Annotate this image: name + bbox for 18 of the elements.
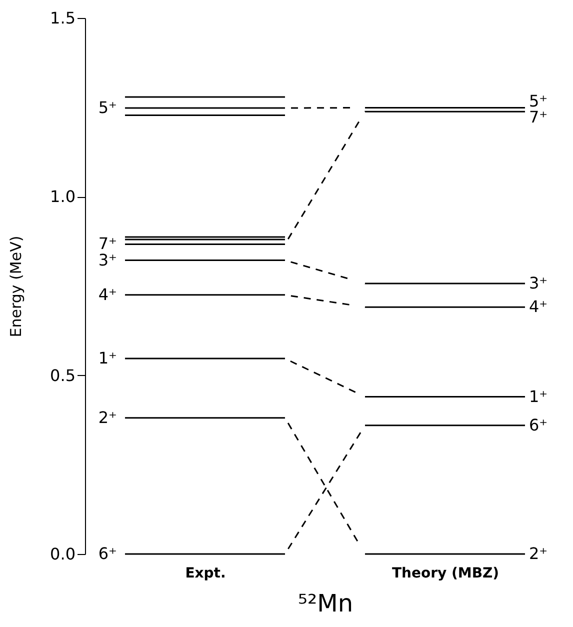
y-tick-label: 1.5 [50,8,76,28]
x-axis-title: ⁵²Mn [298,590,354,618]
text: 2⁺ [98,408,117,427]
series-label: 1⁺ [529,386,548,406]
text: 6⁺ [98,544,117,563]
y-tick-label: 1.0 [50,187,76,206]
y-tick-label: 0.5 [50,366,76,385]
y-tick-label: 0.0 [50,544,76,564]
x-tick-label: Expt. [185,566,226,582]
text: 5⁺ [98,98,117,118]
text: 4⁺ [98,284,117,304]
series-label: 4⁺ [529,297,548,316]
series-label: 6⁺ [529,415,548,434]
series-label: 3⁺ [529,274,548,292]
text: 1⁺ [98,348,117,368]
series-label: 2⁺ [529,544,548,563]
x-tick-label: Theory (MBZ) [392,566,500,582]
y-axis-title: Energy (MeV) [7,236,26,338]
